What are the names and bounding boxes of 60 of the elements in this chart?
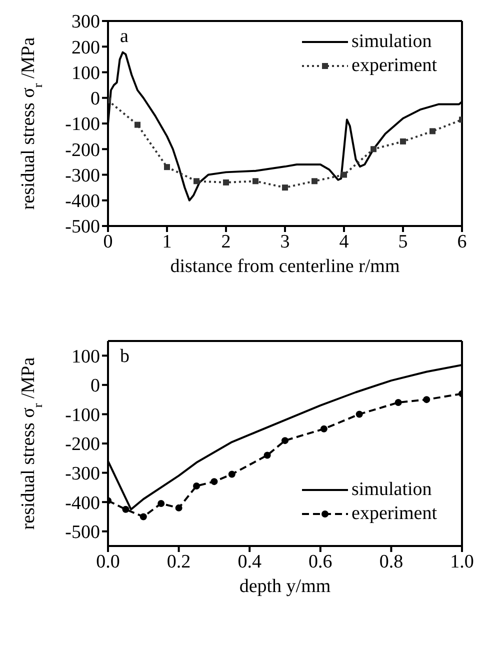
x-tick-label: 5 (398, 231, 408, 252)
point (370, 146, 376, 152)
point (341, 172, 347, 178)
point (228, 470, 236, 478)
point (122, 506, 130, 513)
point (264, 452, 271, 459)
point (158, 500, 165, 508)
y-tick-label: -400 (65, 191, 100, 212)
x-tick-label: 0.0 (96, 551, 120, 572)
y-tick-label: -100 (65, 404, 100, 426)
point (194, 178, 200, 184)
y-tick-label: -200 (65, 140, 100, 161)
y-tick-label: 0 (90, 88, 100, 110)
point (423, 396, 430, 404)
point (252, 178, 258, 184)
x-tick-label: 4 (339, 231, 350, 252)
x-tick-label: 0.6 (308, 551, 332, 572)
point (282, 437, 288, 444)
point (356, 410, 363, 418)
y-tick-label: 100 (72, 62, 100, 84)
x-axis-title: distance from centerline r/mm (170, 256, 400, 277)
point (394, 399, 402, 406)
point (282, 184, 288, 191)
point (175, 504, 182, 512)
x-tick-label: 3 (280, 231, 290, 252)
x-tick-label: 6 (457, 231, 467, 252)
legend-label: simulation (352, 478, 432, 502)
y-tick-label: 0 (90, 376, 100, 397)
point (193, 482, 200, 490)
y-tick-label: -300 (65, 464, 100, 485)
y-tick-label: -500 (65, 216, 100, 238)
y-tick-label: 100 (72, 346, 100, 368)
point (312, 178, 318, 184)
x-tick-label: 0.4 (238, 551, 262, 572)
y-tick-label: -500 (65, 522, 100, 544)
point (140, 513, 147, 520)
y-tick-label: -100 (65, 114, 100, 136)
point (210, 478, 218, 486)
x-tick-label: 0.2 (166, 551, 191, 572)
x-tick-label: 2 (221, 231, 231, 252)
point (320, 425, 328, 432)
legend-label: experiment (352, 502, 437, 526)
point (400, 138, 406, 144)
x-tick-label: 1 (162, 231, 172, 252)
y-tick-label: -200 (65, 434, 100, 456)
legend-label: experiment (352, 54, 437, 78)
legend-label: simulation (352, 30, 432, 54)
y-tick-label: 200 (72, 37, 100, 58)
point (134, 122, 140, 128)
annotation: a (120, 26, 128, 48)
x-tick-label: 1.0 (450, 551, 474, 572)
y-tick-label: 300 (72, 12, 100, 33)
x-tick-label: 0.8 (379, 551, 404, 572)
annotation: b (120, 346, 130, 368)
x-axis-title: depth y/mm (239, 576, 331, 597)
point (164, 164, 170, 170)
y-tick-label: -300 (65, 165, 100, 186)
point (430, 128, 436, 134)
y-tick-label: -400 (65, 492, 100, 514)
point (223, 179, 229, 186)
